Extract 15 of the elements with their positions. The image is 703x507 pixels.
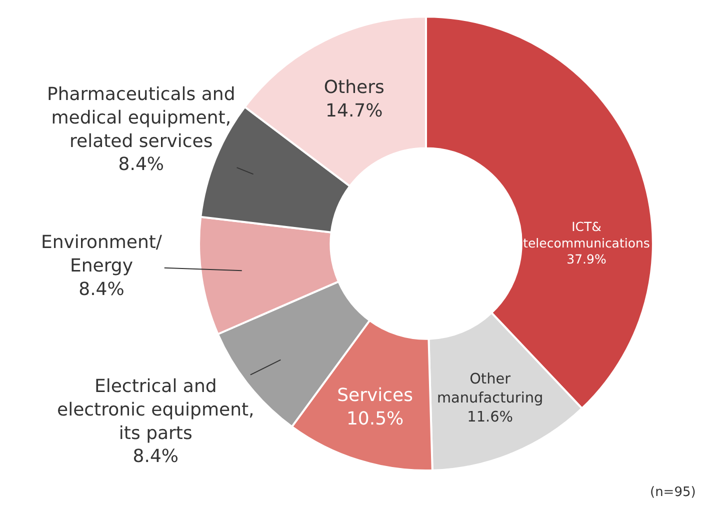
data-label: 10.5% bbox=[346, 408, 404, 430]
data-label: 37.9% bbox=[566, 252, 606, 267]
slice-label: Environment/ Energy bbox=[41, 232, 163, 276]
slice-label: Pharmaceuticals and medical equipment, related services bbox=[47, 84, 236, 152]
slice-label: ICT& telecommunications bbox=[523, 219, 650, 250]
slice-label: Others bbox=[324, 77, 384, 98]
data-label: 8.4% bbox=[118, 154, 164, 176]
data-label: 8.4% bbox=[78, 278, 124, 300]
slice-label: Services bbox=[337, 384, 413, 406]
slice-label: Electrical and electronic equipment, its parts bbox=[57, 376, 254, 444]
data-label: 8.4% bbox=[132, 446, 179, 468]
slice-label: Other manufacturing bbox=[436, 372, 544, 406]
data-label: 11.6% bbox=[467, 409, 514, 426]
data-label: 14.7% bbox=[326, 100, 383, 122]
text: (n=95) bbox=[650, 485, 696, 500]
